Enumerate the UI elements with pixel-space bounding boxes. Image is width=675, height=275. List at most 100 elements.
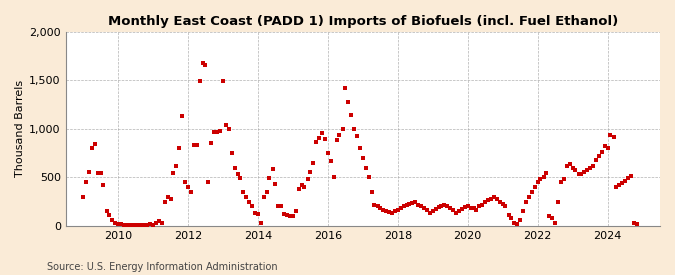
Point [183, 185, 194, 189]
Point [136, 223, 147, 227]
Point [78, 195, 88, 199]
Point [115, 222, 126, 227]
Point [445, 206, 456, 211]
Point [418, 206, 429, 211]
Point [378, 208, 389, 213]
Point [107, 218, 117, 222]
Point [276, 204, 287, 209]
Point [200, 63, 211, 67]
Point [549, 221, 560, 225]
Point [433, 205, 444, 210]
Point [421, 208, 432, 213]
Point [171, 164, 182, 168]
Point [346, 113, 356, 117]
Point [154, 219, 165, 223]
Point [404, 201, 414, 206]
Point [489, 195, 500, 199]
Point [215, 129, 225, 133]
Point [279, 212, 290, 216]
Point [358, 156, 369, 160]
Point [392, 208, 403, 213]
Point [148, 223, 159, 227]
Point [133, 223, 144, 227]
Point [541, 170, 551, 175]
Point [186, 190, 196, 194]
Point [480, 199, 491, 204]
Point [395, 206, 406, 211]
Point [593, 154, 604, 158]
Point [281, 213, 292, 218]
Point [329, 175, 340, 180]
Point [323, 151, 333, 155]
Point [337, 127, 348, 131]
Point [398, 204, 409, 209]
Point [553, 199, 564, 204]
Point [349, 127, 360, 131]
Point [561, 164, 572, 168]
Point [273, 204, 284, 209]
Point [113, 222, 124, 226]
Point [366, 190, 377, 194]
Point [573, 171, 584, 176]
Point [532, 180, 543, 185]
Point [416, 204, 427, 209]
Point [252, 212, 263, 216]
Point [352, 133, 362, 138]
Point [305, 169, 316, 174]
Point [375, 206, 385, 211]
Point [354, 146, 365, 150]
Point [504, 213, 514, 218]
Point [626, 174, 637, 179]
Point [157, 221, 167, 225]
Point [460, 205, 470, 210]
Point [212, 130, 223, 134]
Point [558, 177, 569, 182]
Point [229, 166, 240, 170]
Point [334, 133, 345, 137]
Point [285, 214, 296, 218]
Point [235, 176, 246, 181]
Point [311, 139, 322, 144]
Point [139, 223, 150, 227]
Point [250, 211, 261, 216]
Point [369, 202, 380, 207]
Point [582, 167, 593, 172]
Point [587, 164, 598, 168]
Point [547, 216, 558, 220]
Point [430, 207, 441, 211]
Y-axis label: Thousand Barrels: Thousand Barrels [15, 80, 25, 177]
Point [92, 170, 103, 175]
Point [529, 185, 540, 189]
Point [451, 211, 462, 216]
Point [95, 170, 106, 175]
Point [407, 200, 418, 205]
Point [314, 136, 325, 140]
Point [89, 142, 100, 147]
Point [177, 114, 188, 119]
Point [512, 222, 522, 227]
Point [98, 183, 109, 187]
Point [570, 167, 580, 172]
Point [456, 207, 467, 211]
Point [454, 209, 464, 214]
Point [246, 204, 257, 209]
Point [628, 221, 639, 225]
Point [401, 202, 412, 207]
Point [194, 79, 205, 84]
Point [110, 221, 121, 225]
Point [320, 136, 331, 141]
Point [331, 138, 342, 142]
Point [294, 187, 304, 191]
Point [468, 206, 479, 211]
Point [340, 86, 351, 90]
Point [544, 214, 555, 218]
Point [605, 133, 616, 137]
Point [130, 223, 141, 227]
Point [515, 218, 526, 222]
Point [244, 199, 254, 204]
Point [383, 210, 394, 214]
Point [128, 223, 138, 228]
Point [578, 169, 589, 174]
Point [387, 211, 398, 216]
Point [524, 195, 535, 199]
